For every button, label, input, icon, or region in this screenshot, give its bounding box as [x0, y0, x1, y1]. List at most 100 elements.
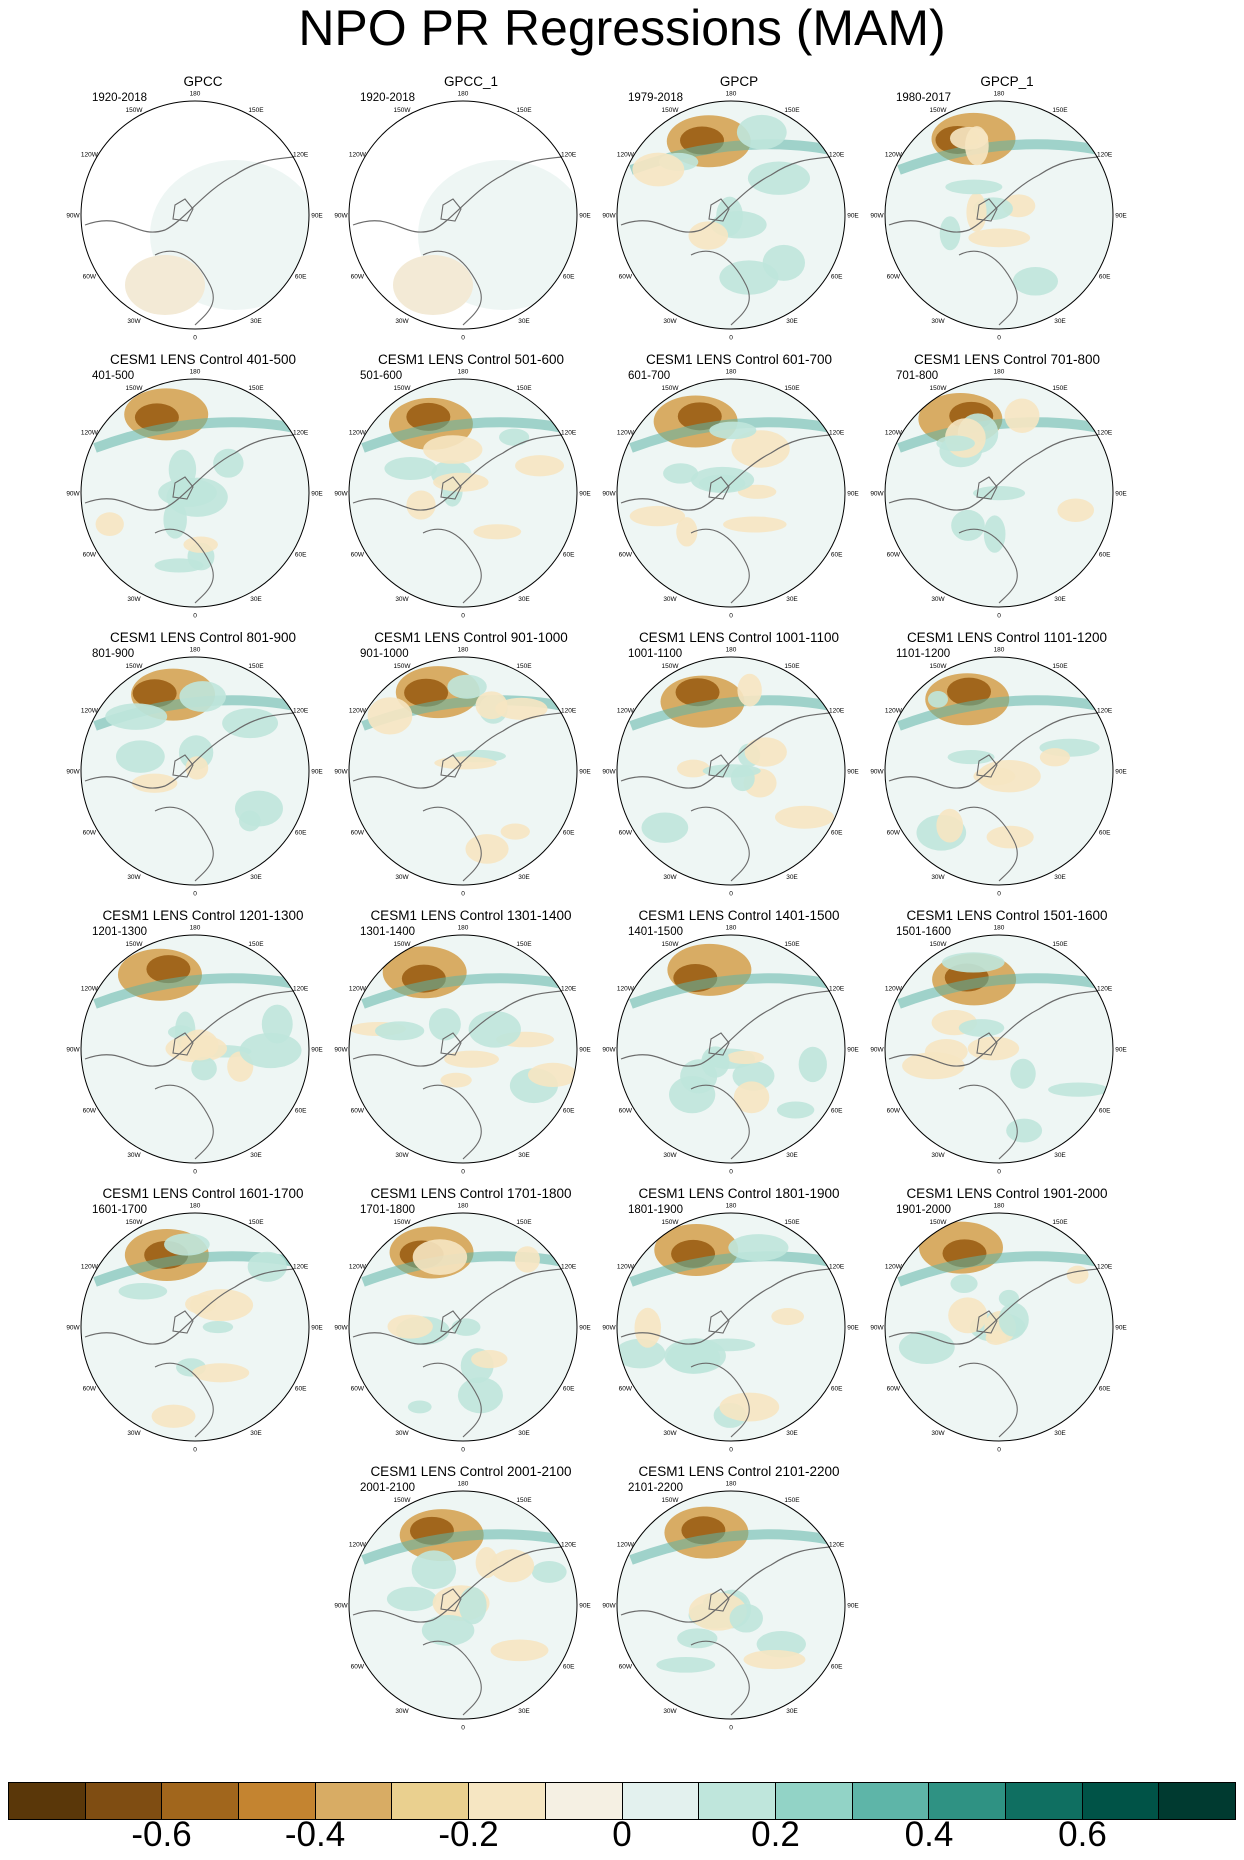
longitude-label: 90E — [847, 1603, 859, 1610]
polar-map: 180 150E 120E 90E 60E 30E 0 30W 60W 90W 120W 150W — [66, 91, 323, 342]
colorbar-bin — [699, 1783, 776, 1819]
panel-title: CESM1 LENS Control 401-500 — [109, 352, 297, 367]
precip-field — [81, 1213, 309, 1441]
longitude-label: 60W — [887, 1108, 901, 1115]
longitude-label: 30E — [786, 318, 798, 325]
precip-field — [349, 379, 577, 607]
longitude-label: 90W — [602, 1047, 616, 1054]
longitude-label: 150W — [662, 385, 680, 392]
map-panel: CESM1 LENS Control 1401-1500 1401-1500 180… — [602, 908, 874, 1184]
panel-title: GPCC_1 — [443, 74, 499, 89]
longitude-label: 0 — [461, 1725, 465, 1732]
longitude-label: 60W — [887, 274, 901, 281]
longitude-label: 150E — [516, 1497, 532, 1504]
longitude-label: 90E — [311, 769, 323, 776]
longitude-label: 30E — [518, 318, 530, 325]
map-panel: CESM1 LENS Control 1701-1800 1701-1800 180… — [334, 1186, 606, 1462]
longitude-label: 90E — [847, 491, 859, 498]
longitude-label: 60E — [831, 1664, 843, 1671]
longitude-label: 150E — [248, 107, 264, 114]
precip-field — [349, 657, 577, 885]
longitude-label: 120E — [1097, 986, 1113, 993]
longitude-label: 90W — [334, 1325, 348, 1332]
longitude-label: 180 — [458, 647, 469, 654]
panel-title: CESM1 LENS Control 1101-1200 — [906, 630, 1108, 645]
map-boundary-circle — [348, 934, 578, 1164]
colorbar-tick-label: 0.4 — [904, 1815, 954, 1854]
longitude-label: 60E — [563, 1386, 575, 1393]
longitude-label: 60E — [1099, 830, 1111, 837]
longitude-label: 120W — [617, 1542, 635, 1549]
longitude-label: 120E — [293, 986, 309, 993]
longitude-label: 30E — [786, 1152, 798, 1159]
longitude-label: 30W — [931, 596, 945, 603]
longitude-label: 60W — [351, 274, 365, 281]
colorbar-tick-label: 0.2 — [751, 1815, 800, 1854]
longitude-label: 150E — [248, 385, 264, 392]
longitude-label: 150E — [248, 663, 264, 670]
longitude-label: 90W — [870, 213, 884, 220]
map-boundary-circle — [348, 656, 578, 886]
map-panel: GPCC_1 1920-2018 180 150E 120E 90E 60E 30E 0 30W 6… — [334, 74, 606, 350]
longitude-label: 90E — [1115, 769, 1127, 776]
longitude-label: 90E — [1115, 1325, 1127, 1332]
longitude-label: 150W — [662, 1219, 680, 1226]
polar-map: 180 150E 120E 90E 60E 30E 0 30W 60W 90W 120W 150W — [334, 369, 591, 620]
longitude-label: 90W — [870, 1047, 884, 1054]
longitude-label: 90E — [847, 769, 859, 776]
map-panel: GPCP 1979-2018 180 150E 120E 90E 60E 30E 0 30W 60W… — [602, 74, 874, 350]
precip-field — [617, 379, 845, 607]
map-boundary-circle — [348, 378, 578, 608]
longitude-label: 150E — [784, 941, 800, 948]
map-panel: CESM1 LENS Control 501-600 501-600 180 150E… — [334, 352, 606, 628]
map-panel: CESM1 LENS Control 1901-2000 1901-2000 180… — [870, 1186, 1142, 1462]
longitude-label: 30W — [931, 1152, 945, 1159]
colorbar — [8, 1782, 1236, 1820]
map-panel: CESM1 LENS Control 601-700 601-700 180 150E… — [602, 352, 874, 628]
longitude-label: 180 — [190, 369, 201, 376]
map-panel: CESM1 LENS Control 1201-1300 1201-1300 180… — [66, 908, 338, 1184]
longitude-label: 150E — [1052, 1219, 1068, 1226]
longitude-label: 90E — [847, 213, 859, 220]
panel-title: CESM1 LENS Control 1601-1700 — [102, 1186, 304, 1201]
longitude-label: 120W — [81, 430, 99, 437]
longitude-label: 150E — [248, 941, 264, 948]
longitude-label: 120W — [885, 1264, 903, 1271]
longitude-label: 180 — [458, 1481, 469, 1488]
precip-field — [81, 657, 309, 885]
longitude-label: 30W — [395, 318, 409, 325]
colorbar-tick-label: -0.6 — [131, 1815, 192, 1854]
map-boundary-circle — [80, 378, 310, 608]
colorbar-bin — [1159, 1783, 1235, 1819]
longitude-label: 150E — [516, 107, 532, 114]
longitude-label: 90W — [66, 769, 80, 776]
longitude-label: 180 — [190, 925, 201, 932]
colorbar-bins — [8, 1782, 1236, 1820]
map-boundary-circle — [884, 1212, 1114, 1442]
colorbar-bin — [392, 1783, 470, 1819]
precip-field — [81, 935, 309, 1163]
longitude-label: 60E — [295, 274, 307, 281]
longitude-label: 90E — [579, 1603, 591, 1610]
colorbar-bin — [1082, 1783, 1160, 1819]
polar-map: 180 150E 120E 90E 60E 30E 0 30W 60W 90W 120W 150W — [66, 1203, 323, 1454]
map-boundary-circle — [348, 1212, 578, 1442]
longitude-label: 150E — [784, 663, 800, 670]
longitude-label: 180 — [994, 925, 1005, 932]
longitude-label: 60E — [295, 1108, 307, 1115]
longitude-label: 90E — [1115, 491, 1127, 498]
longitude-label: 60W — [619, 1108, 633, 1115]
longitude-label: 120E — [293, 152, 309, 159]
longitude-label: 60E — [563, 1108, 575, 1115]
longitude-label: 0 — [461, 1169, 465, 1176]
colorbar-tick-label: -0.2 — [438, 1815, 499, 1854]
panel-year-range: 1801-1900 — [628, 1204, 683, 1216]
longitude-label: 90E — [311, 1047, 323, 1054]
longitude-label: 60W — [351, 830, 365, 837]
longitude-label: 120E — [293, 1264, 309, 1271]
panel-year-range: 1980-2017 — [896, 92, 951, 104]
longitude-label: 150E — [1052, 385, 1068, 392]
longitude-label: 60W — [83, 1108, 97, 1115]
panel-title: CESM1 LENS Control 701-800 — [913, 352, 1101, 367]
colorbar-bin — [162, 1783, 240, 1819]
